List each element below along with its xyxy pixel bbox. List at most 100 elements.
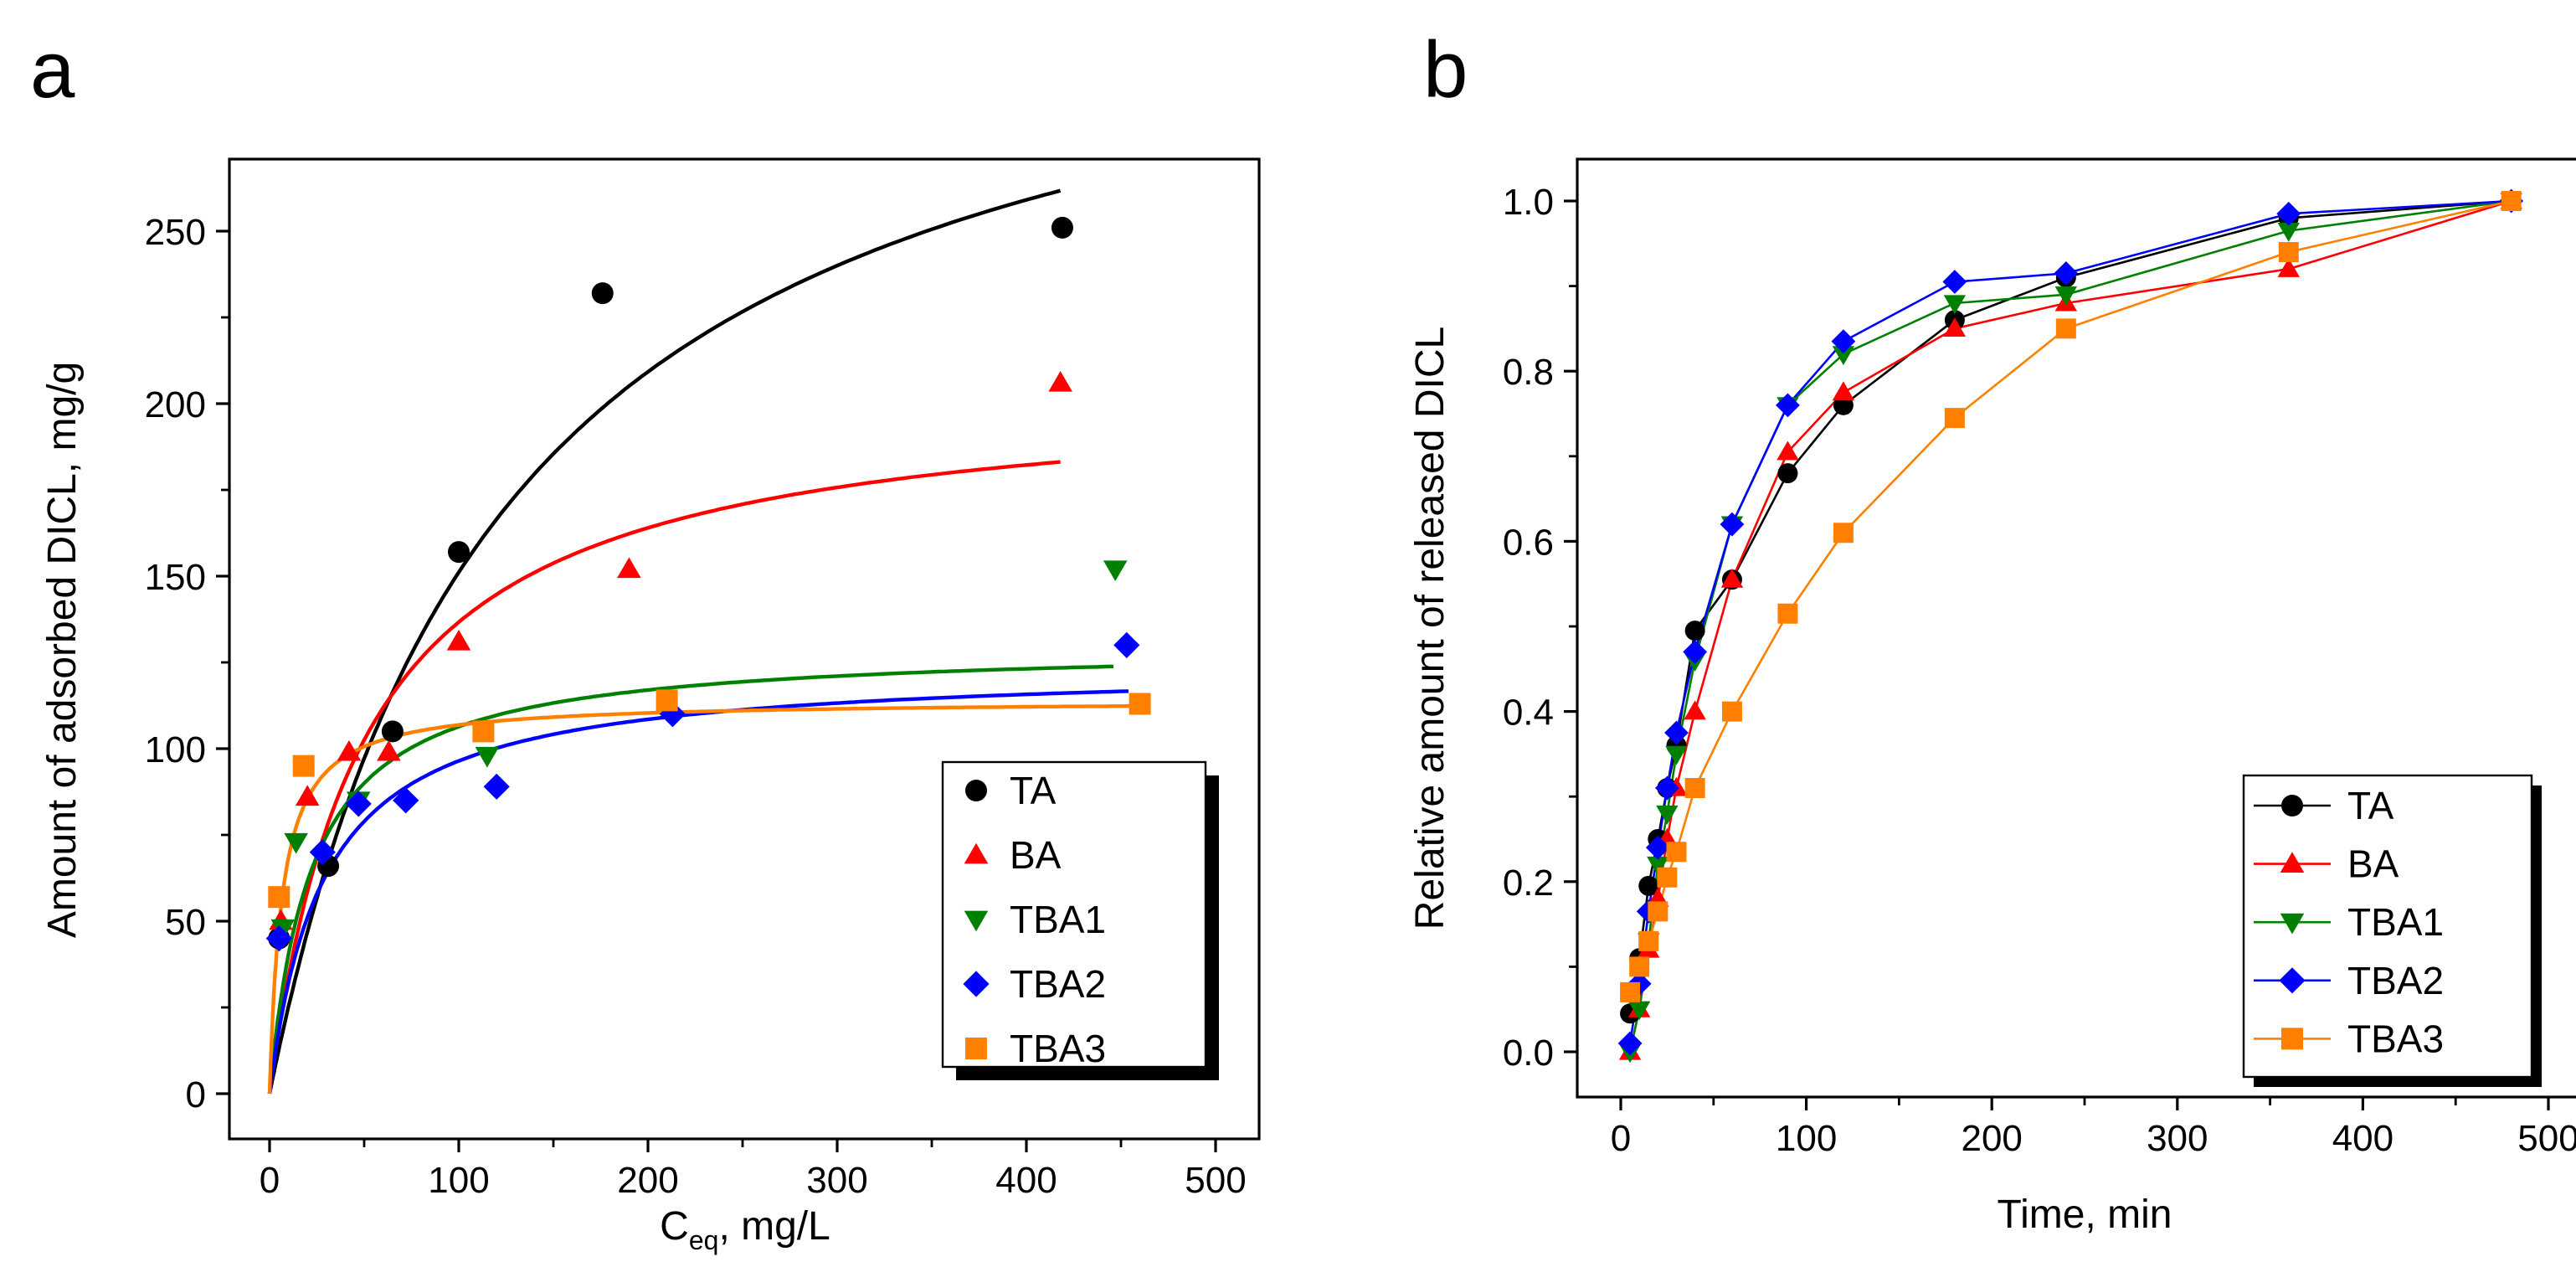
data-point-ta [1777,463,1798,484]
data-point-ta [448,541,470,564]
legend-b: TA BA TBA1 TBA2 TBA3 [2242,774,2542,1087]
x-tick-label: 400 [995,1160,1057,1201]
data-point-ba [295,785,320,806]
data-point-tba3 [1777,603,1798,624]
legend-marker-tba2 [2279,967,2306,994]
x-tick-label: 100 [1776,1118,1837,1159]
data-point-tba3 [1648,901,1668,922]
fit-curve-ba [267,460,1061,1094]
chart-b-x-axis-label: Time, min [1998,1192,2172,1237]
plot-frame [228,157,1261,1141]
data-point-tba3 [1944,408,1965,429]
data-point-tba3 [292,755,315,777]
data-point-tba2 [1617,1031,1643,1056]
data-point-ba [617,557,641,579]
legend-label-tba2: TBA2 [2347,959,2444,1002]
series-line-tba1 [1628,199,2512,1053]
y-tick-label: 100 [145,729,206,770]
x-tick-label: 400 [2332,1118,2393,1159]
data-point-tba2 [345,791,372,817]
legend-label-tba1: TBA1 [1010,898,1106,941]
data-point-tba2 [1683,640,1708,664]
data-point-tba3 [1129,693,1151,715]
data-point-tba2 [1645,835,1670,860]
data-point-tba2 [2054,260,2079,286]
data-point-ba [446,629,471,651]
chart-b-y-axis-label: Relative amount of released DICL [1408,327,1453,930]
x-tick-label: 500 [1185,1160,1246,1201]
x-tick-label: 300 [806,1160,867,1201]
y-tick-label: 1.0 [1503,182,1554,223]
x-tick-label: 0 [1611,1118,1631,1159]
data-point-tba2 [1720,512,1745,537]
chart-a-y-axis-label: Amount of adsorbed DICL, mg/g [40,362,85,938]
legend-marker-ba [2280,852,2305,873]
legend-label-tba2: TBA2 [1010,962,1106,1006]
legend-label-tba3: TBA3 [1010,1027,1106,1070]
legend-label-ta: TA [1010,769,1057,812]
data-point-ta [1684,621,1705,641]
y-tick-label: 0.2 [1503,863,1554,904]
data-point-tba3 [2278,241,2299,262]
x-tick-label: 500 [2517,1118,2576,1159]
y-tick-label: 200 [145,384,206,425]
data-point-tba3 [2055,318,2076,339]
data-point-tba3 [656,689,678,712]
y-tick-label: 0.4 [1503,693,1554,734]
data-point-tba1 [2054,286,2078,306]
y-tick-label: 150 [145,557,206,598]
x-tick-label: 300 [2147,1118,2208,1159]
data-point-tba3 [472,720,495,743]
fit-curve-tba1 [267,664,1114,1095]
data-point-tba1 [1665,745,1688,765]
legend-marker-ta [2281,795,2303,816]
x-tick-label: 100 [428,1160,489,1201]
data-point-tba3 [1833,523,1854,543]
fit-curve-ta [267,188,1062,1095]
data-point-tba2 [1655,775,1679,801]
data-point-ta [381,720,404,743]
data-point-tba2 [265,925,292,952]
legend-marker-tba3 [965,1038,987,1059]
y-tick-label: 50 [165,902,206,943]
data-point-tba1 [1627,1001,1651,1021]
legend-label-tba3: TBA3 [2347,1017,2444,1060]
data-point-tba3 [1666,842,1687,863]
data-point-ta [591,282,614,305]
x-tick-label: 0 [260,1160,280,1201]
data-point-ba [2277,258,2300,277]
data-point-ba [1943,317,1967,337]
y-tick-label: 0.8 [1503,352,1554,393]
legend-label-ba: BA [2347,842,2399,886]
legend-label-ta: TA [2347,784,2394,827]
data-point-tba1 [1832,346,1855,366]
data-point-tba2 [2276,201,2301,226]
chart-a-x-axis-label: Ceq, mg/L [660,1204,830,1255]
data-point-ba [377,739,401,761]
series-line-tba2 [1628,199,2512,1044]
data-point-ta [1638,875,1659,896]
data-point-tba3 [1721,701,1742,722]
legend-marker-tba2 [963,971,990,997]
data-point-tba2 [393,787,419,814]
data-point-tba2 [1113,631,1140,658]
data-point-tba1 [1103,560,1128,582]
data-point-tba3 [1629,956,1650,977]
data-point-tba2 [1831,329,1856,354]
data-point-tba1 [1943,295,1967,315]
data-point-ta [1051,216,1073,239]
data-point-tba1 [1656,805,1679,825]
data-point-tba2 [309,839,336,866]
chart-b-release: Relative amount of released DICL Time, m… [1408,157,2576,1237]
y-tick-label: 0 [186,1074,206,1115]
data-point-ba [1832,381,1855,401]
data-point-tba1 [475,746,500,768]
panel-label-a: a [30,25,75,115]
y-tick-label: 250 [145,212,206,253]
data-point-tba3 [2501,191,2522,211]
data-point-tba3 [1684,778,1705,799]
data-point-tba1 [1647,856,1669,876]
panel-label-b: b [1423,25,1468,115]
x-tick-label: 200 [617,1160,678,1201]
data-point-tba2 [1664,720,1689,745]
